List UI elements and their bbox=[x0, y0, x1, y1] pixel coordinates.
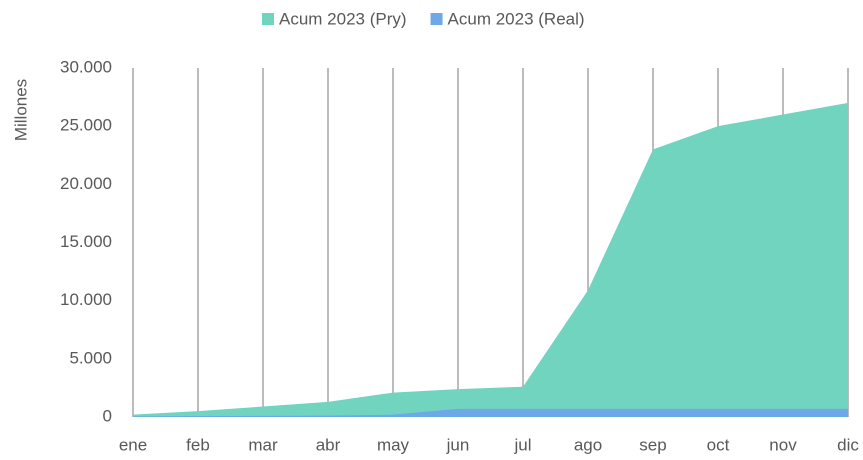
y-tick-label: 0 bbox=[103, 406, 112, 425]
x-tick-label: mar bbox=[248, 435, 278, 454]
x-tick-label: feb bbox=[186, 435, 210, 454]
x-tick-label: sep bbox=[639, 435, 666, 454]
y-tick-label: 10.000 bbox=[60, 290, 112, 309]
x-tick-label: abr bbox=[316, 435, 341, 454]
y-tick-label: 5.000 bbox=[69, 348, 112, 367]
x-tick-label: dic bbox=[837, 435, 859, 454]
x-tick-label: ene bbox=[119, 435, 147, 454]
legend-swatch bbox=[430, 13, 443, 25]
x-tick-label: nov bbox=[769, 435, 797, 454]
x-tick-label: ago bbox=[574, 435, 602, 454]
y-tick-label: 25.000 bbox=[60, 116, 112, 135]
y-tick-label: 30.000 bbox=[60, 57, 112, 76]
y-axis-title: Millones bbox=[11, 79, 30, 141]
y-tick-label: 15.000 bbox=[60, 232, 112, 251]
x-tick-label: jun bbox=[446, 435, 470, 454]
x-tick-label: may bbox=[377, 435, 410, 454]
y-tick-label: 20.000 bbox=[60, 174, 112, 193]
x-tick-label: jul bbox=[513, 435, 531, 454]
legend-label: Acum 2023 (Pry) bbox=[279, 9, 407, 28]
x-tick-label: oct bbox=[707, 435, 730, 454]
legend-label: Acum 2023 (Real) bbox=[448, 9, 585, 28]
area bbox=[133, 408, 848, 417]
area bbox=[133, 102, 848, 418]
legend-swatch bbox=[262, 13, 274, 25]
